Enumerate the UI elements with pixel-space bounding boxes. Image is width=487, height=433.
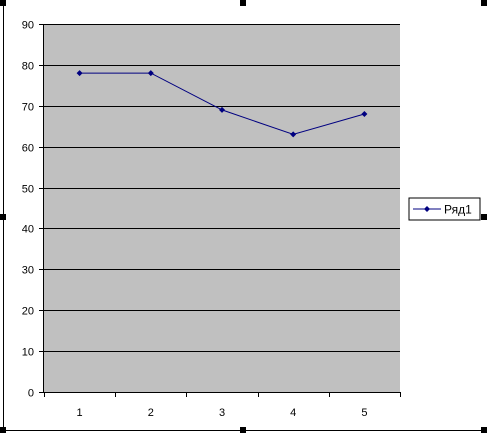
x-axis: 1 2 3 4 5 xyxy=(44,392,401,419)
data-point-marker xyxy=(290,131,297,138)
resize-handle[interactable] xyxy=(481,0,487,6)
resize-handle[interactable] xyxy=(481,427,487,433)
y-tick-label: 10 xyxy=(22,347,34,359)
y-axis: 0 10 20 30 40 50 60 70 80 90 xyxy=(22,20,44,400)
y-tick-label: 90 xyxy=(22,20,34,32)
resize-handle[interactable] xyxy=(481,214,487,220)
y-tick-label: 20 xyxy=(22,306,34,318)
plot-background xyxy=(44,24,400,392)
data-point-marker xyxy=(219,106,225,113)
legend: Ряд1 xyxy=(408,197,481,221)
legend-marker xyxy=(424,206,430,212)
data-point-marker xyxy=(76,70,83,77)
resize-handle[interactable] xyxy=(240,0,246,6)
plot-area xyxy=(44,24,400,392)
x-tick-label: 4 xyxy=(290,407,296,419)
resize-handle[interactable] xyxy=(0,0,6,6)
y-tick-label: 80 xyxy=(22,61,34,73)
y-tick-label: 40 xyxy=(22,224,34,236)
legend-box xyxy=(408,197,481,221)
y-tick-label: 60 xyxy=(22,143,34,155)
data-point-marker xyxy=(147,70,154,77)
y-tick-label: 30 xyxy=(22,265,34,277)
series-layer xyxy=(76,70,368,138)
resize-handle[interactable] xyxy=(0,427,6,433)
x-tick-label: 3 xyxy=(219,407,225,419)
data-point-marker xyxy=(361,110,368,117)
y-tick-label: 50 xyxy=(22,184,34,196)
x-tick-label: 5 xyxy=(361,407,367,419)
y-tick-label: 0 xyxy=(28,388,34,400)
legend-label-series-1: Ряд1 xyxy=(444,203,472,217)
x-tick-label: 1 xyxy=(77,407,83,419)
x-tick-label: 2 xyxy=(148,407,154,419)
y-tick-label: 70 xyxy=(22,102,34,114)
